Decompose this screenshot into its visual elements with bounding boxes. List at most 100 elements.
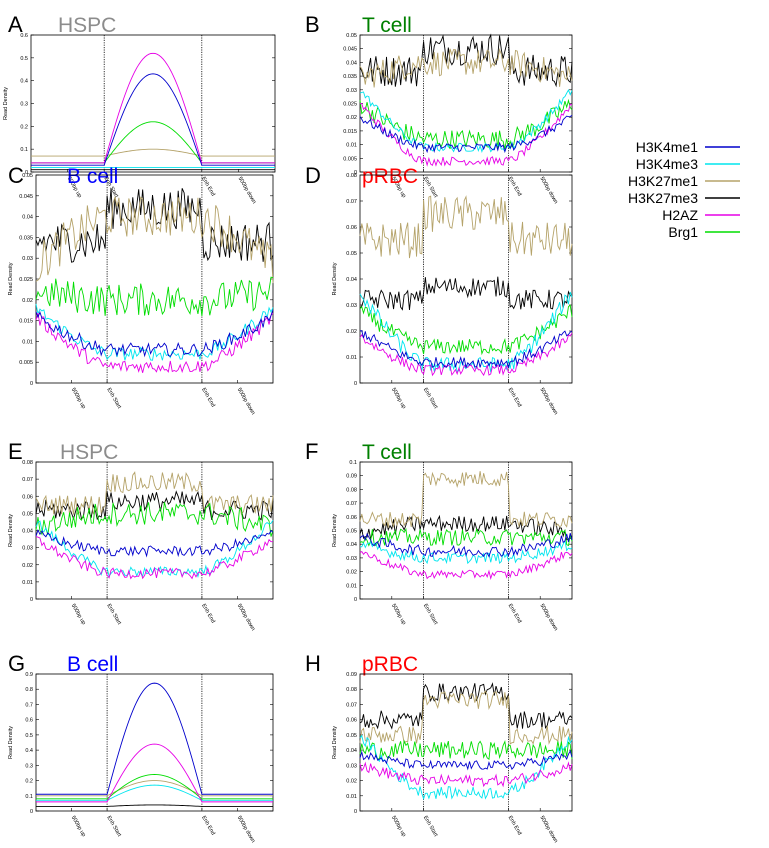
series-line-brg1 xyxy=(31,121,275,164)
y-tick-label: 0.5 xyxy=(25,733,33,739)
y-tick-label: 0.03 xyxy=(22,546,33,552)
panel-letter: E xyxy=(8,439,23,464)
series-line-h2az xyxy=(35,536,274,580)
series-line-h3k4me1 xyxy=(359,114,573,154)
panel-title: T cell xyxy=(362,14,412,37)
y-tick-label: 0.05 xyxy=(346,529,357,535)
series-line-h3k4me3 xyxy=(359,88,573,153)
y-tick-label: 0 xyxy=(30,597,33,603)
x-tick-label: Enh End xyxy=(507,815,523,836)
y-tick-label: 0 xyxy=(354,809,357,815)
x-tick-label: Enh End xyxy=(507,603,523,624)
y-tick-label: 0.07 xyxy=(346,501,357,507)
x-tick-label: Enh Start xyxy=(422,603,439,626)
y-tick-label: 0 xyxy=(354,381,357,387)
x-tick-label: Enh Start xyxy=(105,815,122,838)
y-tick-label: 0 xyxy=(25,170,28,176)
y-tick-label: 0.06 xyxy=(22,494,33,500)
series-line-h3k27me3 xyxy=(359,514,573,541)
panel-title: HSPC xyxy=(60,441,118,464)
y-tick-label: 0.3 xyxy=(20,102,28,108)
x-tick-label: Enh Start xyxy=(105,387,122,410)
y-tick-label: 0.6 xyxy=(25,718,33,724)
panel-b: B T cell 0 0.005 0.01 0.015 0.02 0.025 0.03 0.035… xyxy=(305,12,573,205)
panel-title: B cell xyxy=(67,653,118,676)
y-tick-label: 0.04 xyxy=(346,748,357,754)
x-tick-label: 500bp down xyxy=(236,603,256,632)
y-tick-label: 0.9 xyxy=(25,672,33,678)
series-line-h3k4me3 xyxy=(359,734,573,801)
panel-letter: G xyxy=(8,651,25,676)
y-tick-label: 0.2 xyxy=(25,779,33,785)
y-tick-label: 0.05 xyxy=(346,33,357,39)
series-line-h2az xyxy=(359,550,573,581)
series-line-brg1 xyxy=(35,276,274,317)
y-axis-label: Read Density xyxy=(3,87,9,120)
y-tick-label: 0.03 xyxy=(346,303,357,309)
y-tick-label: 0.02 xyxy=(346,779,357,785)
series-line-h3k27me1 xyxy=(359,195,573,259)
y-tick-label: 0.015 xyxy=(343,129,357,135)
panel-a: A HSPC 0 0.1 0.2 0.3 0.4 0.5 0.6 Read Density 500b… xyxy=(3,12,276,205)
y-tick-label: 0.025 xyxy=(343,102,357,108)
y-tick-label: 0.05 xyxy=(22,511,33,517)
x-tick-label: Enh Start xyxy=(422,176,439,199)
x-tick-label: 500bp up xyxy=(70,603,87,626)
y-tick-label: 0.06 xyxy=(346,718,357,724)
y-tick-label: 0.6 xyxy=(20,33,28,39)
y-tick-label: 0.02 xyxy=(346,329,357,335)
y-tick-label: 0.035 xyxy=(343,74,357,80)
series-line-h3k4me1 xyxy=(35,529,274,558)
y-tick-label: 0.05 xyxy=(346,251,357,257)
x-tick-label: 500bp down xyxy=(538,176,558,205)
x-tick-label: 500bp up xyxy=(390,603,407,626)
series-line-h2az xyxy=(31,52,275,164)
panel-e: E HSPC 0 0.01 0.02 0.03 0.04 0.05 0.06 0.07 0.08 Re… xyxy=(8,439,274,632)
y-tick-label: 0.8 xyxy=(25,687,33,693)
y-tick-label: 0.2 xyxy=(20,124,28,130)
plot-frame xyxy=(35,461,274,600)
legend-label: H3K27me1 xyxy=(628,173,698,189)
y-tick-label: 0.4 xyxy=(25,748,33,754)
y-tick-label: 0.04 xyxy=(346,542,357,548)
plot-frame xyxy=(359,174,573,384)
y-tick-label: 0.1 xyxy=(20,147,28,153)
legend-label: H3K4me1 xyxy=(636,139,698,155)
y-tick-label: 0.07 xyxy=(346,702,357,708)
series-line-h3k27me3 xyxy=(35,490,274,521)
panel-title: pRBC xyxy=(362,165,418,188)
x-tick-label: 500bp down xyxy=(237,176,257,205)
series-line-h3k4me3 xyxy=(36,784,273,801)
series-line-h3k27me3 xyxy=(359,682,573,730)
y-tick-label: 0.01 xyxy=(346,794,357,800)
panel-title: T cell xyxy=(362,441,412,464)
series-line-h3k4me1 xyxy=(359,532,573,558)
y-tick-label: 0 xyxy=(30,809,33,815)
panel-letter: B xyxy=(305,12,320,37)
panel-letter: H xyxy=(305,651,321,676)
series-line-h3k27me1 xyxy=(359,471,573,529)
y-tick-label: 0.08 xyxy=(346,487,357,493)
y-tick-label: 0.02 xyxy=(22,298,33,304)
series-line-h3k27me1 xyxy=(359,48,573,88)
y-tick-label: 0.04 xyxy=(346,277,357,283)
y-axis-label: Read Density xyxy=(8,726,14,759)
y-tick-label: 0.01 xyxy=(346,583,357,589)
y-tick-label: 0.005 xyxy=(343,156,357,162)
x-tick-label: 500bp up xyxy=(70,815,87,838)
y-tick-label: 0.05 xyxy=(22,173,33,179)
legend-label: H3K4me3 xyxy=(636,156,698,172)
y-tick-label: 0.02 xyxy=(346,570,357,576)
y-tick-label: 0.045 xyxy=(343,47,357,53)
series-line-h2az xyxy=(35,312,274,374)
panel-letter: A xyxy=(8,12,23,37)
legend-label: H2AZ xyxy=(662,207,698,223)
x-tick-label: Enh End xyxy=(200,603,216,624)
series-line-h3k27me1 xyxy=(35,471,274,516)
y-axis-label: Read Density xyxy=(8,262,14,295)
y-tick-label: 0.01 xyxy=(346,355,357,361)
y-tick-label: 0.03 xyxy=(22,256,33,262)
y-tick-label: 0.05 xyxy=(346,733,357,739)
